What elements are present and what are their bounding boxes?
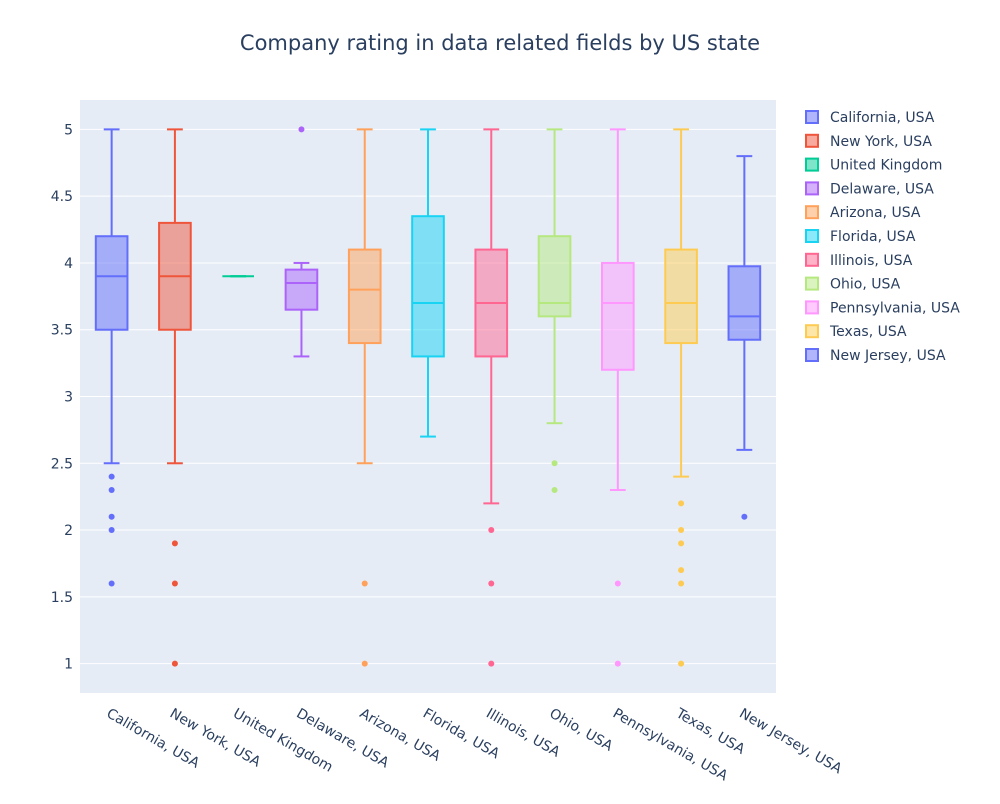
outlier-point: [171, 580, 178, 587]
legend-swatch: [805, 205, 819, 220]
boxes-layer: [94, 126, 762, 667]
legend-label: Texas, USA: [829, 324, 907, 340]
box-series[interactable]: [537, 128, 572, 493]
legend-label: United Kingdom: [830, 158, 942, 174]
outlier-point: [108, 473, 115, 480]
box-series[interactable]: [664, 128, 698, 667]
legend-item[interactable]: Arizona, USA: [805, 205, 921, 221]
legend-label: Florida, USA: [830, 229, 916, 245]
y-tick-label: 1.5: [51, 590, 73, 606]
outlier-point: [678, 660, 685, 667]
legend-swatch: [805, 133, 819, 148]
legend-swatch: [805, 157, 819, 172]
legend-item[interactable]: Pennsylvania, USA: [805, 300, 960, 316]
outlier-point: [678, 500, 685, 507]
box-series[interactable]: [601, 128, 635, 667]
iqr-box: [284, 268, 319, 311]
outlier-point: [741, 513, 748, 520]
outlier-point: [361, 580, 368, 587]
outlier-point: [488, 660, 495, 667]
legend-item[interactable]: Ohio, USA: [805, 276, 901, 293]
legend-swatch: [805, 181, 819, 196]
box-series[interactable]: [474, 128, 509, 667]
legend-swatch: [805, 276, 819, 291]
box-series[interactable]: [411, 128, 445, 438]
outlier-point: [488, 580, 495, 587]
legend-item[interactable]: California, USA: [805, 110, 935, 126]
legend-item[interactable]: Delaware, USA: [805, 181, 934, 197]
outlier-point: [678, 567, 685, 574]
y-tick-label: 4.5: [51, 189, 73, 205]
outlier-point: [678, 540, 685, 547]
legend-swatch: [805, 252, 819, 267]
iqr-box: [411, 215, 445, 358]
x-tick-label: New Jersey, USA: [736, 706, 844, 778]
y-axis: 1 1.5 2 2.5 3 3.5 4 4.5 5: [51, 122, 73, 672]
outlier-point: [678, 580, 685, 587]
y-tick-label: 3.5: [51, 323, 73, 339]
legend-label: California, USA: [830, 110, 935, 126]
outlier-point: [108, 580, 115, 587]
legend-swatch: [805, 348, 819, 362]
iqr-box: [94, 235, 129, 331]
outlier-point: [551, 486, 558, 493]
legend-item[interactable]: New Jersey, USA: [805, 348, 946, 364]
box-series[interactable]: [727, 155, 762, 520]
box-series[interactable]: [158, 128, 192, 667]
outlier-point: [171, 660, 178, 667]
outlier-point: [614, 660, 621, 667]
outlier-point: [614, 580, 621, 587]
legend-label: Illinois, USA: [830, 253, 913, 269]
legend-label: Arizona, USA: [830, 205, 921, 221]
legend-label: Ohio, USA: [830, 277, 901, 293]
iqr-box: [537, 235, 572, 318]
legend-swatch: [805, 324, 819, 339]
y-tick-label: 5: [64, 122, 73, 138]
legend-item[interactable]: United Kingdom: [805, 157, 942, 174]
legend-label: Delaware, USA: [830, 181, 934, 197]
iqr-box: [664, 248, 698, 345]
outlier-point: [108, 486, 115, 493]
legend-item[interactable]: Illinois, USA: [805, 252, 913, 269]
outlier-point: [108, 513, 115, 520]
legend-item[interactable]: New York, USA: [805, 133, 932, 150]
iqr-box: [347, 248, 382, 345]
iqr-box: [601, 261, 635, 371]
outlier-point: [298, 126, 305, 133]
outlier-point: [361, 660, 368, 667]
legend-swatch: [805, 229, 819, 243]
legend[interactable]: California, USA New York, USA United Kingd…: [805, 110, 960, 364]
legend-item[interactable]: Florida, USA: [805, 229, 916, 245]
legend-item[interactable]: Texas, USA: [805, 324, 907, 340]
chart-title: Company rating in data related fields by…: [240, 31, 760, 55]
outlier-point: [551, 460, 558, 467]
box-series[interactable]: [347, 128, 382, 667]
outlier-point: [171, 540, 178, 547]
y-tick-label: 3: [64, 390, 73, 406]
legend-label: New York, USA: [830, 134, 932, 150]
y-tick-label: 2.5: [51, 456, 73, 472]
legend-label: Pennsylvania, USA: [830, 300, 960, 316]
y-tick-label: 1: [64, 657, 73, 673]
x-tick-label: Pennsylvania, USA: [610, 706, 731, 785]
iqr-box: [727, 265, 762, 341]
outlier-point: [678, 527, 685, 534]
box-series[interactable]: [284, 126, 319, 358]
legend-swatch: [805, 300, 819, 315]
y-tick-label: 2: [64, 523, 73, 539]
outlier-point: [108, 527, 115, 534]
box-series[interactable]: [94, 128, 129, 587]
y-tick-label: 4: [64, 256, 73, 272]
outlier-point: [488, 527, 495, 534]
legend-swatch: [805, 110, 819, 124]
legend-label: New Jersey, USA: [830, 348, 946, 364]
